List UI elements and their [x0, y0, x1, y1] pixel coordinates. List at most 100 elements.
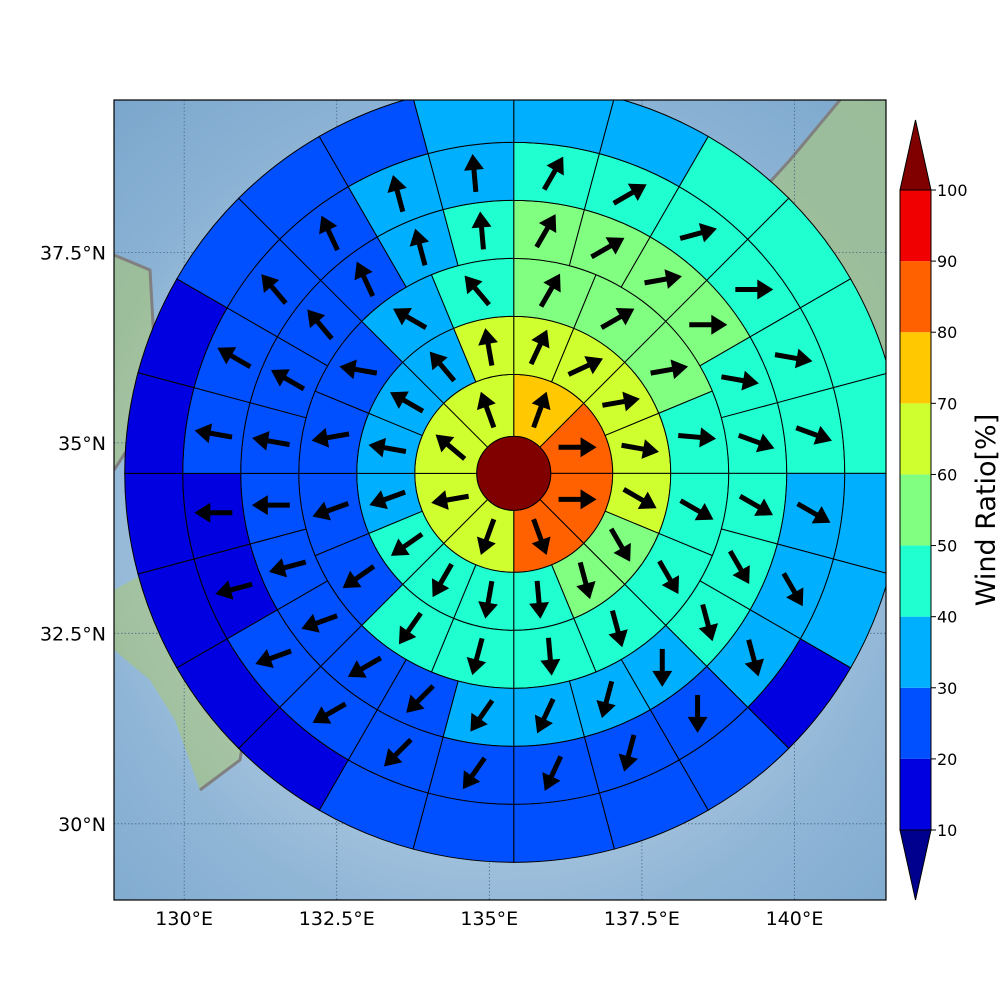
polar-cell [182, 472, 251, 560]
wind-arrow [389, 391, 425, 414]
wind-arrow [406, 684, 435, 713]
wind-arrow [255, 648, 292, 668]
wind-arrow [600, 308, 635, 330]
wind-arrow [476, 518, 497, 555]
wind-arrow [720, 370, 759, 391]
wind-arrow [312, 701, 347, 724]
wind-arrow [478, 580, 498, 619]
wind-arrow [534, 697, 556, 734]
colorbar-tick-label: 60 [937, 465, 957, 484]
wind-arrow [528, 329, 550, 366]
wind-arrow [744, 639, 765, 677]
x-axis-ticks: 130°E 132.5°E 135°E 137.5°E 140°E [155, 908, 823, 930]
wind-arrow [612, 183, 647, 206]
wind-arrow [622, 487, 657, 509]
wind-arrow [339, 359, 378, 380]
polar-cell [318, 100, 429, 188]
wind-arrow [462, 756, 487, 790]
wind-arrow [608, 609, 628, 648]
wind-arrow [270, 369, 306, 392]
wind-arrow [384, 737, 413, 767]
wind-arrow [194, 423, 233, 444]
colorbar-tick-label: 30 [937, 679, 957, 698]
wind-arrow [689, 314, 728, 335]
wind-arrow [261, 274, 288, 305]
wind-arrow [307, 309, 334, 341]
wind-arrow [678, 427, 717, 448]
colorbar-tick-label: 100 [937, 181, 968, 200]
colorbar-tick-label: 40 [937, 608, 957, 627]
colorbar-segment [900, 190, 931, 262]
colorbar-under-extension [899, 829, 932, 901]
colorbar-tick-label: 80 [937, 323, 957, 342]
colorbar-segment [900, 545, 931, 617]
wind-arrow [464, 275, 491, 307]
wind-arrow [687, 694, 708, 733]
wind-arrow [471, 211, 492, 250]
wind-arrow [301, 613, 338, 633]
wind-arrow [476, 391, 497, 429]
polar-cell [513, 100, 615, 155]
wind-arrow [429, 351, 457, 383]
polar-cell [799, 278, 886, 389]
wind-arrow [529, 580, 550, 619]
wind-arrow [393, 308, 428, 330]
y-axis-ticks: 30°N 32.5°N 35°N 37.5°N [40, 242, 106, 835]
polar-cell [427, 141, 515, 211]
wind-arrow [478, 328, 498, 366]
colorbar-segment [900, 474, 931, 546]
wind-arrow [431, 562, 454, 598]
wind-arrow [735, 279, 774, 300]
wind-arrow [194, 502, 233, 523]
polar-cell [832, 373, 886, 474]
polar-cell [776, 472, 846, 560]
colorbar-tick-label: 70 [937, 394, 957, 413]
wind-arrow [596, 680, 616, 719]
wind-arrow [601, 391, 640, 412]
wind-arrow [252, 430, 290, 451]
wind-arrow [319, 215, 340, 252]
wind-arrow [558, 489, 597, 510]
wind-arrow [347, 655, 383, 678]
wind-arrow [538, 273, 561, 308]
wind-arrow [431, 490, 470, 510]
wind-arrow [795, 425, 832, 445]
wind-arrow [251, 495, 290, 516]
wind-arrow [781, 572, 804, 607]
map-panel [114, 100, 886, 900]
wind-arrow [268, 558, 307, 578]
colorbar-label: Wind Ratio[%] [971, 414, 1000, 606]
wind-arrow [464, 153, 484, 193]
x-tick-label: 132.5°E [299, 908, 375, 930]
map-frame [113, 99, 887, 901]
wind-arrow [390, 532, 424, 556]
wind-arrow [409, 228, 429, 266]
wind-arrow [657, 559, 680, 594]
wind-arrow [387, 175, 407, 213]
polar-cell [513, 141, 601, 211]
colorbar-frame [899, 189, 932, 831]
wind-arrow [738, 494, 773, 516]
colorbar-segment [900, 261, 931, 333]
colorbar-segment [900, 403, 931, 475]
colorbar-tick-label: 10 [937, 821, 957, 840]
wind-arrow [470, 699, 495, 732]
colorbar-tick-label: 20 [937, 750, 957, 769]
polar-cell [413, 100, 515, 155]
wind-arrow [737, 432, 775, 453]
wind-arrow [466, 637, 487, 676]
colorbar-segment [900, 332, 931, 404]
wind-arrow [590, 237, 625, 260]
colorbar-segment [900, 616, 931, 688]
wind-arrow [342, 564, 376, 589]
polar-cell [427, 736, 515, 805]
y-tick-label: 30°N [58, 814, 106, 836]
polar-cell [776, 387, 846, 474]
wind-arrow [679, 498, 714, 521]
colorbar-over-extension [899, 119, 932, 191]
y-tick-label: 35°N [58, 433, 106, 455]
wind-arrow [531, 518, 551, 555]
wind-arrow [542, 755, 564, 791]
wind-arrow [774, 348, 813, 369]
